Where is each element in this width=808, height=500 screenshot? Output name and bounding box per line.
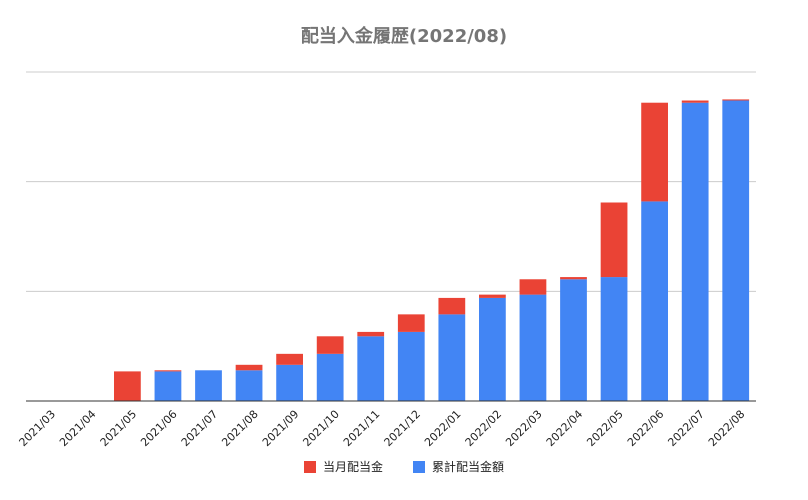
x-tick-label: 2021/12 (382, 408, 424, 450)
x-tick-label: 2021/04 (57, 408, 99, 450)
bar-monthly-2021-06 (154, 370, 182, 372)
bar-cumulative-2021-07 (195, 370, 222, 401)
x-tick-label: 2021/06 (138, 408, 180, 450)
x-tick-label: 2022/01 (422, 408, 464, 450)
bar-cumulative-2022-01 (438, 314, 466, 401)
bar-monthly-2022-03 (519, 279, 547, 295)
bar-monthly-2021-10 (316, 336, 344, 354)
legend-label-monthly: 当月配当金 (322, 460, 383, 474)
bar-cumulative-2022-05 (600, 277, 628, 401)
legend-item-monthly: 当月配当金 (303, 458, 383, 475)
bar-cumulative-2022-07 (681, 102, 709, 401)
x-tick-label: 2022/04 (544, 408, 586, 450)
bar-monthly-2022-06 (641, 102, 668, 202)
bar-monthly-2022-05 (600, 202, 628, 278)
legend-item-cumulative: 累計配当金額 (413, 458, 504, 475)
bar-monthly-2022-07 (681, 100, 709, 103)
x-tick-label: 2021/03 (17, 408, 59, 450)
bar-cumulative-2022-04 (560, 279, 587, 401)
bar-monthly-2021-05 (114, 371, 141, 401)
x-tick-label: 2021/11 (341, 408, 383, 450)
bar-monthly-2022-02 (479, 294, 506, 298)
x-tick-label: 2021/05 (98, 408, 140, 450)
bar-monthly-2022-04 (560, 277, 587, 280)
bar-cumulative-2022-02 (479, 297, 506, 401)
bar-cumulative-2022-06 (641, 201, 668, 401)
x-tick-label: 2022/08 (706, 408, 748, 450)
x-tick-label: 2022/02 (463, 408, 505, 450)
x-tick-label: 2022/07 (665, 408, 707, 450)
x-tick-label: 2021/07 (179, 408, 221, 450)
bar-cumulative-2021-12 (397, 331, 425, 401)
bar-cumulative-2022-03 (519, 294, 547, 401)
bar-cumulative-2022-08 (722, 100, 750, 401)
x-tick-label: 2021/09 (260, 408, 302, 450)
chart-title: 配当入金履歴(2022/08) (300, 26, 508, 47)
bar-monthly-2021-08 (235, 364, 263, 371)
bar-monthly-2021-11 (357, 331, 385, 337)
bar-monthly-2021-12 (397, 314, 425, 332)
bar-cumulative-2021-10 (316, 353, 344, 401)
x-tick-label: 2021/08 (219, 408, 261, 450)
bar-cumulative-2021-09 (276, 364, 303, 401)
legend-swatch-cumulative (413, 460, 425, 473)
legend: 当月配当金 累計配当金額 (0, 458, 808, 475)
x-tick-label: 2022/03 (503, 408, 545, 450)
bar-monthly-2021-09 (276, 353, 303, 365)
bar-cumulative-2021-11 (357, 336, 385, 401)
legend-swatch-monthly (303, 460, 316, 473)
legend-label-cumulative: 累計配当金額 (432, 460, 505, 474)
bar-cumulative-2021-06 (154, 371, 182, 401)
bar-cumulative-2021-08 (235, 370, 263, 401)
x-tick-label: 2022/05 (584, 408, 626, 450)
x-tick-label: 2022/06 (625, 408, 667, 450)
bar-monthly-2022-08 (722, 99, 750, 101)
bar-monthly-2022-01 (438, 297, 466, 315)
x-tick-label: 2021/10 (300, 408, 342, 450)
